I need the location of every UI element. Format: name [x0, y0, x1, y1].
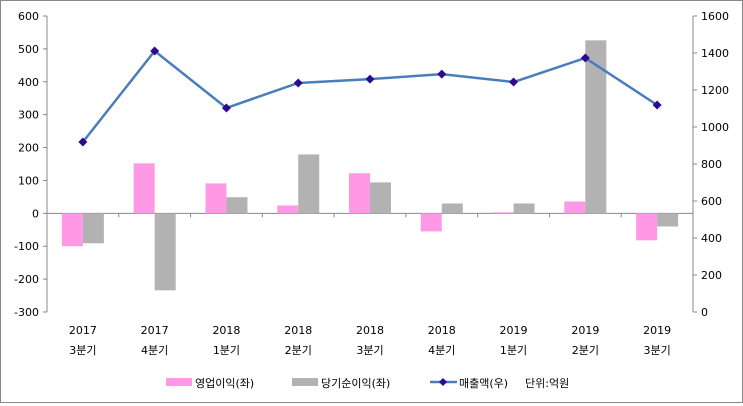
x-tick-label-year: 2017 [69, 324, 97, 337]
operating-profit-bar [277, 205, 299, 214]
operating-profit-bar [133, 163, 155, 214]
right-tick-label: 1200 [701, 84, 729, 97]
right-tick-label: 1000 [701, 121, 729, 134]
x-tick-label-quarter: 2분기 [572, 344, 599, 357]
left-tick-label: 300 [18, 109, 39, 122]
left-tick-label: 100 [18, 174, 39, 187]
revenue-marker [509, 77, 519, 87]
operating-profit-bar [61, 213, 83, 247]
left-tick-label: -100 [14, 240, 39, 253]
revenue-marker [580, 53, 590, 63]
operating-profit-bar [564, 201, 586, 214]
right-tick-label: 1600 [701, 10, 729, 23]
operating-profit-bar [492, 212, 514, 214]
revenue-marker [221, 103, 231, 113]
net-income-bar [585, 40, 607, 214]
revenue-marker [652, 100, 662, 110]
net-income-bar [298, 154, 320, 214]
net-income-bar [657, 213, 679, 227]
x-tick-label-year: 2018 [212, 324, 240, 337]
x-tick-label-quarter: 4분기 [141, 344, 168, 357]
revenue-marker [437, 69, 447, 79]
operating-profit-bar [205, 183, 227, 214]
legend-swatch-net-income [292, 378, 318, 386]
net-income-bar [154, 213, 176, 291]
left-tick-label: 400 [18, 76, 39, 89]
x-tick-label-quarter: 2분기 [285, 344, 312, 357]
x-tick-label-year: 2018 [284, 324, 312, 337]
net-income-bar [226, 197, 248, 214]
legend-label-operating-profit: 영업이익(좌) [195, 377, 254, 390]
legend-label-revenue: 매출액(우) [459, 377, 508, 390]
operating-profit-bar [349, 173, 370, 214]
revenue-marker [293, 78, 303, 88]
left-tick-label: -300 [14, 306, 39, 319]
x-tick-label-quarter: 3분기 [356, 344, 383, 357]
revenue-marker [150, 46, 160, 56]
legend-label-net-income: 당기순이익(좌) [321, 377, 390, 390]
x-tick-label-year: 2018 [356, 324, 384, 337]
right-tick-label: 200 [701, 269, 722, 282]
left-tick-label: 600 [18, 10, 39, 23]
x-tick-label-quarter: 3분기 [643, 344, 670, 357]
net-income-bar [82, 213, 104, 244]
legend-marker-revenue [439, 378, 447, 386]
x-tick-label-year: 2017 [141, 324, 169, 337]
unit-note: 단위:억원 [525, 377, 569, 390]
right-tick-label: 1400 [701, 47, 729, 60]
left-tick-label: 500 [18, 43, 39, 56]
x-tick-label-year: 2019 [500, 324, 528, 337]
revenue-line [81, 49, 658, 143]
right-tick-label: 800 [701, 158, 722, 171]
x-tick-label-year: 2018 [428, 324, 456, 337]
net-income-bar [513, 203, 535, 214]
net-income-bar [370, 182, 391, 214]
operating-profit-bar [636, 213, 658, 241]
right-tick-label: 400 [701, 232, 722, 245]
right-tick-label: 600 [701, 195, 722, 208]
x-tick-label-quarter: 1분기 [500, 344, 527, 357]
operating-profit-bar [420, 213, 442, 232]
revenue-marker [78, 137, 88, 147]
revenue-marker [365, 74, 375, 84]
x-tick-label-quarter: 1분기 [213, 344, 240, 357]
x-tick-label-quarter: 3분기 [69, 344, 96, 357]
x-tick-label-quarter: 4분기 [428, 344, 455, 357]
left-tick-label: -200 [14, 273, 39, 286]
net-income-bar [441, 203, 463, 214]
right-tick-label: 0 [701, 306, 708, 319]
x-tick-label-year: 2019 [643, 324, 671, 337]
legend-swatch-operating-profit [166, 378, 192, 386]
x-tick-label-year: 2019 [571, 324, 599, 337]
left-tick-label: 0 [32, 207, 39, 220]
left-tick-label: 200 [18, 142, 39, 155]
